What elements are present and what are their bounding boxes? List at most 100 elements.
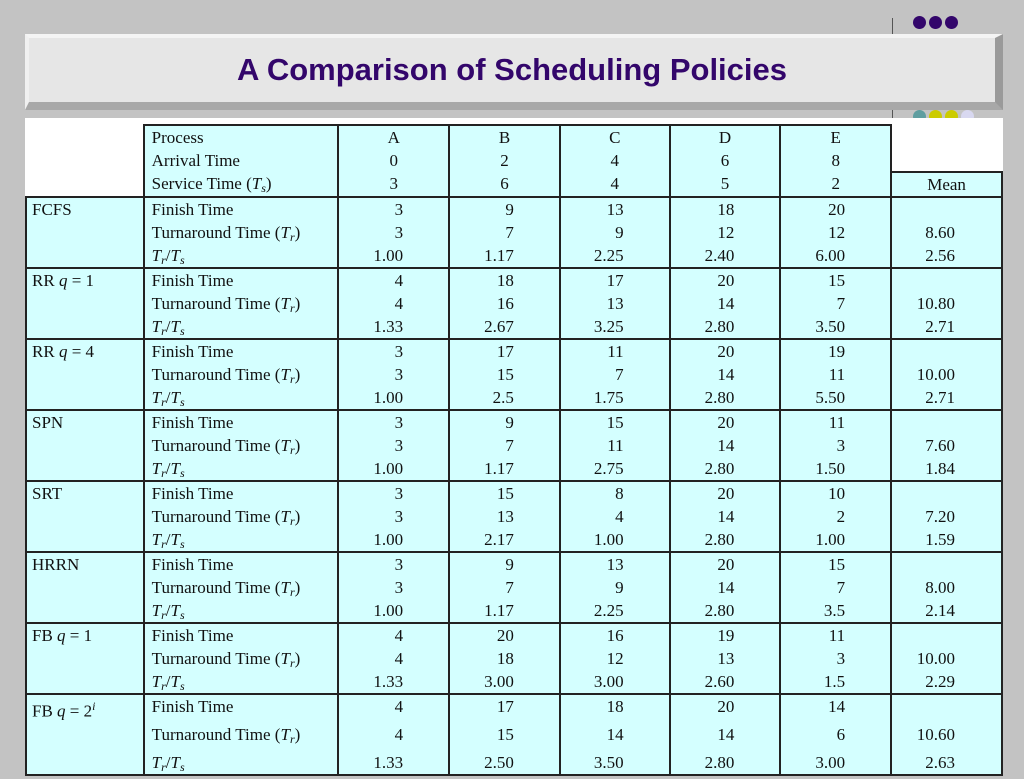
finish-time: 20 xyxy=(717,484,735,503)
decor-dot xyxy=(945,16,958,29)
turnaround-time: 3 xyxy=(394,365,404,384)
tr-ts-ratio: 2.80 xyxy=(704,753,735,772)
symbol: T xyxy=(151,317,162,336)
finish-time: 17 xyxy=(496,697,514,716)
tr-ts-ratio: 5.50 xyxy=(815,388,846,407)
service-time-cell: 3 xyxy=(337,172,451,198)
finish-time: 18 xyxy=(717,200,735,219)
policy-row-2: RR q = 4 Finish Time Turnaround Time (Tr… xyxy=(25,338,1003,411)
tr-ts-ratio: 1.75 xyxy=(593,388,624,407)
tr-ts-ratio: 3.50 xyxy=(815,317,846,336)
tr-ts-ratio: 2.80 xyxy=(704,459,735,478)
mean-blank xyxy=(892,340,1001,363)
turnaround-time: 11 xyxy=(607,436,624,455)
finish-time: 4 xyxy=(394,271,404,290)
mean-header: Mean xyxy=(890,171,1003,198)
mean-cell: 7.20 1.59 xyxy=(890,480,1003,553)
symbol-subscript: s xyxy=(180,466,185,480)
turnaround-time: 14 xyxy=(717,294,735,313)
symbol-subscript: r xyxy=(161,395,166,409)
decor-line-top xyxy=(892,18,893,34)
value-cell-d: 18 12 2.40 xyxy=(668,196,782,269)
policy-name-cell: RR q = 4 xyxy=(25,338,145,411)
value-cell-e: 15 7 3.50 xyxy=(779,267,893,340)
turnaround-time: 9 xyxy=(615,223,624,242)
turnaround-time: 7 xyxy=(615,365,624,384)
tr-ts-ratio: 1.50 xyxy=(815,459,846,478)
symbol: T xyxy=(151,753,162,772)
turnaround-time: 12 xyxy=(606,649,624,668)
tr-ts-ratio: 2.25 xyxy=(593,601,624,620)
turnaround-label-text: Turnaround Time xyxy=(151,294,271,313)
turnaround-time: 15 xyxy=(496,725,514,744)
symbol-subscript: s xyxy=(180,324,185,338)
finish-time: 20 xyxy=(717,697,735,716)
policy-name-cell: RR q = 1 xyxy=(25,267,145,340)
value-cell-e: 10 2 1.00 xyxy=(779,480,893,553)
turnaround-time: 3 xyxy=(836,649,846,668)
service-label-text: Service Time xyxy=(151,174,242,193)
finish-time-label: Finish Time xyxy=(151,413,234,432)
value-cell-e: 11 3 1.50 xyxy=(779,409,893,482)
turnaround-label: Turnaround Time (Tr) xyxy=(151,507,301,528)
value-cell-e: 11 3 1.5 xyxy=(779,622,893,695)
turnaround-time: 3 xyxy=(394,578,404,597)
finish-time: 16 xyxy=(606,626,624,645)
finish-time: 14 xyxy=(828,697,846,716)
turnaround-time: 4 xyxy=(615,507,624,526)
finish-time: 3 xyxy=(394,342,404,361)
process-header-e: E 8 xyxy=(779,124,893,172)
decor-dot xyxy=(929,16,942,29)
turnaround-label-text: Turnaround Time xyxy=(151,725,271,744)
mean-blank xyxy=(892,269,1001,292)
tr-ts-ratio: 2.17 xyxy=(484,530,514,549)
ratio-label: Tr/Ts xyxy=(151,753,185,774)
symbol-subscript: s xyxy=(180,679,185,693)
policy-name: FB q = 1 xyxy=(32,626,93,645)
quantum-value: 2 xyxy=(83,701,93,721)
symbol-subscript: r xyxy=(289,372,295,386)
tr-ts-ratio: 1.00 xyxy=(373,459,404,478)
turnaround-time: 7 xyxy=(505,578,514,597)
turnaround-time: 14 xyxy=(717,436,735,455)
symbol: T xyxy=(280,507,290,526)
policy-row-6: FB q = 1 Finish Time Turnaround Time (Tr… xyxy=(25,622,1003,695)
value-cell-a: 4 4 1.33 xyxy=(337,622,451,695)
tr-ts-ratio: 3.25 xyxy=(593,317,624,336)
turnaround-mean: 7.20 xyxy=(925,507,955,526)
finish-time: 4 xyxy=(394,697,404,716)
turnaround-time: 7 xyxy=(836,294,846,313)
value-cell-c: 18 14 3.50 xyxy=(558,693,671,776)
value-cell-c: 13 9 2.25 xyxy=(558,551,671,624)
tr-ts-ratio: 1.00 xyxy=(373,246,404,265)
finish-time-label: Finish Time xyxy=(151,484,234,503)
ratio-label: Tr/Ts xyxy=(151,459,185,480)
policy-name-cell: FB q = 1 xyxy=(25,622,145,695)
symbol: T xyxy=(280,436,290,455)
finish-time: 15 xyxy=(828,271,846,290)
tr-ts-ratio: 1.33 xyxy=(373,672,404,691)
value-cell-c: 8 4 1.00 xyxy=(558,480,671,553)
policy-row-7: FB q = 2i Finish Time Turnaround Time (T… xyxy=(25,693,1003,776)
metric-labels: Finish Time Turnaround Time (Tr) Tr/Ts xyxy=(142,338,340,411)
value-cell-b: 17 15 2.50 xyxy=(448,693,561,776)
service-time-cell: 6 xyxy=(448,172,561,198)
symbol: T xyxy=(170,530,180,549)
value-cell-c: 16 12 3.00 xyxy=(558,622,671,695)
finish-time: 4 xyxy=(394,626,404,645)
symbol: T xyxy=(170,601,180,620)
symbol-subscript: r xyxy=(289,301,295,315)
process-label: Process xyxy=(151,128,204,147)
symbol-subscript: r xyxy=(161,608,166,622)
ratio-mean: 2.63 xyxy=(925,753,955,772)
policy-name-text: RR xyxy=(32,342,55,361)
tr-ts-ratio: 3.00 xyxy=(815,753,846,772)
metric-labels: Finish Time Turnaround Time (Tr) Tr/Ts xyxy=(142,409,340,482)
finish-time: 9 xyxy=(505,555,514,574)
empty-corner xyxy=(26,125,144,197)
symbol: T xyxy=(280,223,290,242)
tr-ts-ratio: 6.00 xyxy=(815,246,846,265)
service-time-cell: 4 xyxy=(558,172,671,198)
process-header-b: B 2 xyxy=(448,124,561,172)
turnaround-label-text: Turnaround Time xyxy=(151,507,271,526)
